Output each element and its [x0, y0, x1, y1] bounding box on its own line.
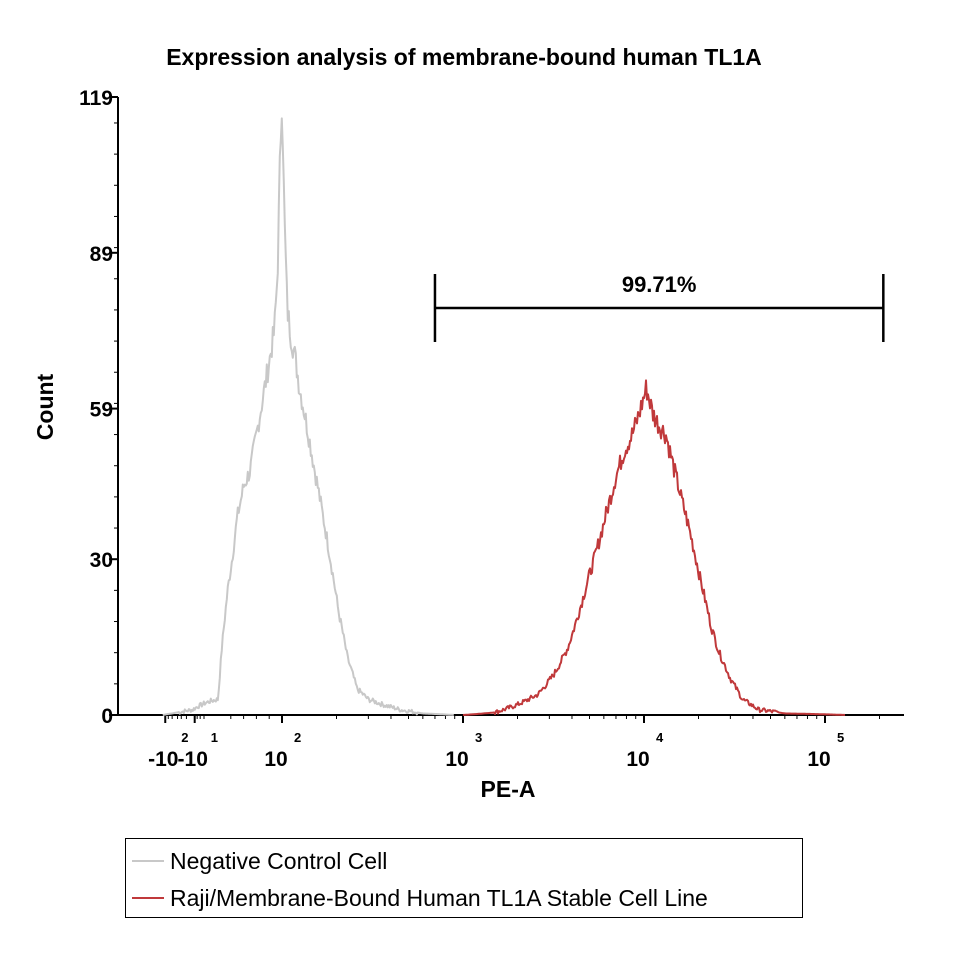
x-tick-exponent: 5 [837, 730, 844, 745]
x-tick-base: -10 [148, 748, 178, 771]
chart-title: Expression analysis of membrane-bound hu… [166, 44, 762, 70]
legend-swatch [132, 897, 164, 899]
y-tick-label: 89 [90, 243, 113, 266]
x-tick-base: 10 [807, 748, 830, 771]
y-tick-label: 30 [90, 549, 113, 572]
legend: Negative Control Cell Raji/Membrane-Boun… [125, 838, 803, 918]
x-tick-exponent: 1 [211, 730, 218, 745]
x-tick-base: 10 [445, 748, 468, 771]
x-tick-base: 10 [626, 748, 649, 771]
x-tick-exponent: 4 [656, 730, 664, 745]
x-tick-base: -10 [178, 748, 208, 771]
legend-label: Negative Control Cell [170, 847, 388, 874]
gate-percentage-label: 99.71% [622, 272, 697, 297]
legend-swatch [132, 860, 164, 862]
y-axis-label: Count [32, 373, 58, 440]
x-tick-exponent: 3 [475, 730, 482, 745]
axes [117, 97, 904, 716]
y-axis-ticks: 0 30 59 89 119 [79, 87, 118, 728]
series-0-histogram [162, 117, 454, 716]
x-axis-label: PE-A [481, 776, 536, 802]
y-tick-label: 59 [90, 399, 113, 422]
x-tick-exponent: 2 [294, 730, 301, 745]
series-layer [162, 117, 846, 716]
legend-item-stable-cell-line: Raji/Membrane-Bound Human TL1A Stable Ce… [132, 883, 708, 913]
series-1-histogram [462, 379, 846, 716]
gate-marker: 99.71% [433, 272, 885, 342]
x-tick-base: 10 [264, 748, 287, 771]
legend-label: Raji/Membrane-Bound Human TL1A Stable Ce… [170, 884, 708, 911]
y-tick-label: 119 [79, 87, 113, 110]
y-tick-label: 0 [101, 705, 113, 728]
legend-item-negative-control: Negative Control Cell [132, 846, 387, 876]
x-tick-exponent: 2 [181, 730, 188, 745]
